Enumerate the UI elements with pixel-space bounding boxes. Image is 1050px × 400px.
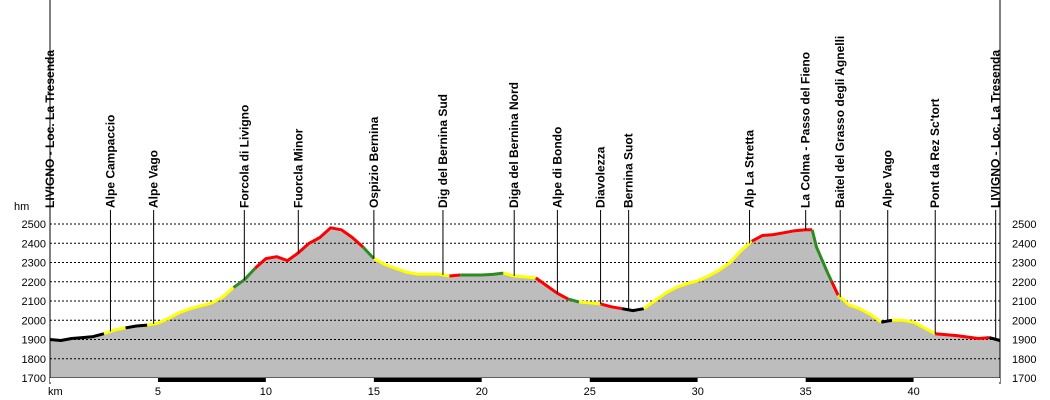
gradient-segment bbox=[373, 257, 450, 278]
gradient-segment bbox=[750, 228, 813, 243]
waypoint-label: Pont da Rez Sc'tort bbox=[928, 98, 942, 208]
scale-bar-block bbox=[373, 378, 482, 382]
y-tick-label-right: 2500 bbox=[1012, 219, 1036, 231]
gradient-segment bbox=[534, 276, 569, 301]
y-tick-label-left: 1700 bbox=[22, 373, 46, 385]
scale-bar-block bbox=[589, 378, 698, 382]
gradient-segment bbox=[125, 323, 148, 330]
y-tick-label-right: 2400 bbox=[1012, 238, 1036, 250]
gradient-segment bbox=[837, 294, 883, 324]
scale-bar-block bbox=[50, 378, 158, 382]
waypoint-label: Alpe Vago bbox=[881, 150, 895, 208]
gradient-segment bbox=[578, 300, 601, 306]
waypoint-label: Baitel del Grasso degli Agnelli bbox=[833, 36, 847, 208]
scale-bar-block bbox=[265, 378, 374, 382]
gradient-segment bbox=[892, 318, 936, 336]
waypoint-label: Alpe Vago bbox=[147, 150, 161, 208]
gradient-segment bbox=[642, 240, 753, 310]
y-tick-label-left: 2000 bbox=[22, 315, 46, 327]
y-tick-label-left: 2100 bbox=[22, 296, 46, 308]
profile-area bbox=[50, 227, 1000, 378]
gradient-segment bbox=[567, 297, 580, 304]
y-tick-label-right: 2100 bbox=[1012, 296, 1036, 308]
waypoint-label: Diga del Bernina Nord bbox=[507, 82, 521, 208]
y-tick-label-left: 2400 bbox=[22, 238, 46, 250]
x-tick-label: 20 bbox=[476, 386, 488, 398]
waypoint-label: Dig del Bernina Sud bbox=[436, 94, 450, 208]
gradient-segment bbox=[935, 332, 990, 340]
y-tick-label-left: 1900 bbox=[22, 335, 46, 347]
waypoint-label: Bernina Suot bbox=[622, 133, 636, 208]
y-tick-label-right: 1800 bbox=[1012, 354, 1036, 366]
gradient-segment bbox=[254, 226, 365, 270]
waypoint-label: LIVIGNO - Loc. La Tresenda bbox=[989, 50, 1003, 208]
gradient-segment bbox=[881, 318, 893, 324]
waypoint-label: LIVIGNO - Loc. La Tresenda bbox=[43, 50, 57, 208]
x-tick-label: 40 bbox=[908, 386, 920, 398]
waypoint-label: Fuorcla Minor bbox=[291, 128, 305, 208]
y-tick-label-right: 1700 bbox=[1012, 373, 1036, 385]
waypoint-label: Alpe di Bondo bbox=[550, 127, 564, 208]
waypoint-label: Diavolezza bbox=[594, 146, 608, 208]
gradient-segment bbox=[103, 326, 126, 336]
x-tick-label: 5 bbox=[155, 386, 161, 398]
y-tick-label-left: 2300 bbox=[22, 258, 46, 270]
gradient-segment bbox=[503, 271, 536, 280]
x-tick-label: 25 bbox=[584, 386, 596, 398]
y-tick-label-right: 1900 bbox=[1012, 335, 1036, 347]
x-tick-label: 35 bbox=[800, 386, 812, 398]
waypoint-label: Alpe Campaccio bbox=[103, 115, 117, 208]
gradient-segment bbox=[49, 332, 105, 342]
gradient-segment bbox=[810, 229, 833, 283]
scale-bar-block bbox=[697, 378, 806, 382]
y-tick-label-left: 2200 bbox=[22, 277, 46, 289]
gradient-segment bbox=[146, 286, 235, 327]
x-unit-label: km bbox=[48, 386, 63, 398]
gradient-segment bbox=[362, 246, 375, 260]
y-unit-label: hm bbox=[14, 201, 29, 213]
gradient-segment bbox=[621, 307, 645, 313]
waypoint-label: Forcola di Livigno bbox=[237, 105, 251, 208]
gradient-segment bbox=[830, 280, 840, 296]
scale-bar-block bbox=[481, 378, 590, 382]
waypoint-label: La Colma - Passo del Fieno bbox=[799, 52, 813, 208]
y-tick-label-right: 2200 bbox=[1012, 277, 1036, 289]
scale-bar-block bbox=[157, 378, 266, 382]
gradient-segment bbox=[600, 302, 623, 311]
x-tick-label: 10 bbox=[260, 386, 272, 398]
y-tick-label-right: 2300 bbox=[1012, 258, 1036, 270]
gradient-segment bbox=[449, 273, 461, 278]
waypoint-label: Alp La Stretta bbox=[743, 130, 757, 208]
gradient-segment bbox=[460, 271, 504, 277]
y-tick-label-right: 2000 bbox=[1012, 315, 1036, 327]
y-tick-label-left: 1800 bbox=[22, 354, 46, 366]
waypoint-label: Ospizio Bernina bbox=[367, 116, 381, 208]
y-tick-label-left: 2500 bbox=[22, 219, 46, 231]
scale-bar-block bbox=[805, 378, 914, 382]
gradient-segment bbox=[988, 336, 1001, 342]
x-tick-label: 30 bbox=[692, 386, 704, 398]
scale-bar-block bbox=[913, 378, 1000, 382]
x-tick-label: 15 bbox=[368, 386, 380, 398]
